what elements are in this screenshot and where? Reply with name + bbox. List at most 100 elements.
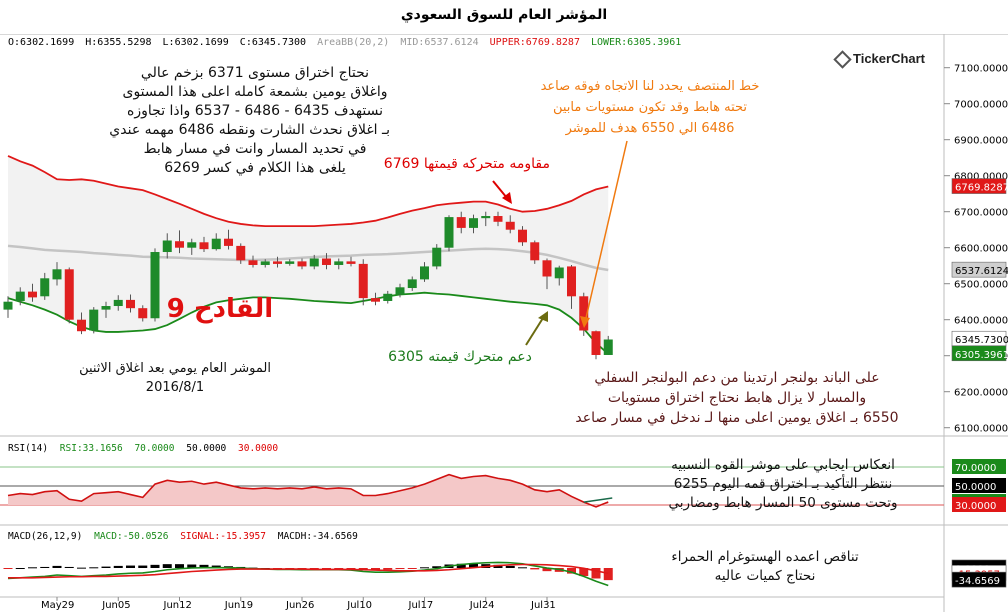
- rsi-badge-label: 30.0000: [955, 501, 996, 512]
- candle-body: [40, 278, 50, 297]
- candle-body: [591, 331, 601, 355]
- candle-body: [456, 217, 466, 228]
- candle-body: [407, 279, 417, 289]
- macd-histogram-bar: [469, 563, 478, 568]
- macd-histogram-bar: [334, 568, 344, 569]
- candle-body: [224, 238, 233, 246]
- annotation-bollinger: على الباند بولنجر ارتدينا من دعم البولنج…: [575, 370, 899, 426]
- candle-body: [260, 261, 270, 265]
- macd-histogram-bar: [89, 567, 99, 569]
- macd-histogram-bar: [493, 564, 503, 568]
- macd-histogram-bar: [567, 568, 576, 574]
- price-tick-label: 6900.0000: [954, 136, 1008, 147]
- lower-band-value: LOWER:6305.3961: [591, 37, 682, 48]
- macd-histogram-bar: [322, 568, 331, 569]
- macd-badge-label: -34.6569: [955, 576, 1000, 587]
- candle-body: [334, 261, 344, 265]
- price-badge: [951, 345, 1007, 362]
- mid-band-value: MID:6537.6124: [400, 37, 479, 48]
- candle-body: [150, 252, 160, 319]
- macd-histogram-bar: [52, 565, 62, 568]
- candle-body: [322, 258, 331, 265]
- annotation-midline: خط المنتصف يحدد لنا الاتجاه فوقه صاعد تح…: [540, 79, 760, 136]
- annotation-rsi: انعكاس ايجابي على موشر القوه النسبيه ننت…: [668, 457, 898, 511]
- price-badge-label: 6769.8287: [955, 183, 1008, 194]
- macd-histogram-bar: [187, 564, 197, 568]
- candle-body: [187, 242, 197, 248]
- price-tick-label: 6600.0000: [954, 244, 1008, 255]
- candle-body: [52, 269, 62, 280]
- macd-histogram-bar: [420, 567, 429, 569]
- macd-histogram-bar: [505, 565, 515, 568]
- tickerchart-logo: TickerChart: [833, 50, 925, 69]
- open-value: O:6302.1699: [8, 37, 75, 48]
- macd-histogram-bar: [530, 568, 540, 570]
- price-badge-label: 6345.7300: [955, 335, 1008, 346]
- midline-arrow-head: [580, 316, 590, 328]
- candle-body: [432, 247, 442, 267]
- candle-body: [273, 261, 282, 264]
- macd-histogram-bar: [383, 568, 393, 570]
- resistance-arrow: [492, 180, 508, 199]
- macd-histogram-bar: [138, 565, 148, 568]
- candle-body: [175, 241, 184, 248]
- macd-histogram-bar: [518, 567, 527, 569]
- candle-body: [126, 299, 135, 309]
- time-tick-label: Jul24: [469, 600, 495, 611]
- time-tick-label: Jun12: [163, 600, 192, 611]
- bollinger-upper-line: [7, 155, 609, 228]
- candle-body: [162, 240, 172, 253]
- macd-histogram-bar: [199, 564, 209, 568]
- time-tick-label: Jun05: [101, 600, 130, 611]
- bollinger-lower-line: [7, 291, 609, 355]
- macd-histogram-bar: [77, 567, 86, 569]
- macd-histogram-bar: [126, 565, 135, 568]
- macd-histogram-bar: [64, 566, 74, 568]
- candle-body: [64, 269, 74, 320]
- candle-body: [567, 266, 576, 297]
- support-arrow-head: [538, 311, 548, 322]
- macd-histogram-bar: [150, 564, 160, 568]
- annotation-resistance: مقاومه متحركه قيمتها 6769: [383, 156, 550, 172]
- candle-body: [211, 238, 221, 250]
- rsi-badge-label: 70.0000: [955, 463, 996, 474]
- macd-histogram-bar: [309, 568, 319, 569]
- chart-title: المؤشر العام للسوق السعودي: [400, 7, 608, 23]
- price-badge: [951, 261, 1007, 278]
- candle-body: [248, 260, 258, 265]
- macd-histogram-bar: [603, 568, 613, 581]
- macd-histogram-bar: [101, 566, 111, 568]
- time-tick-label: Jun26: [285, 600, 314, 611]
- price-tick-label: 6800.0000: [954, 172, 1008, 183]
- rsi-reversal-mark: [583, 497, 613, 503]
- macd-badge: [951, 571, 1007, 588]
- macd-histogram-bar: [407, 568, 417, 569]
- logo-icon: [833, 50, 852, 69]
- macd-histogram-bar: [395, 568, 405, 570]
- price-badge-label: 6537.6124: [955, 266, 1008, 277]
- price-tick-label: 6700.0000: [954, 208, 1008, 219]
- annotation-support: دعم متحرك قيمته 6305: [388, 349, 532, 365]
- candle-body: [346, 261, 356, 264]
- macd-histogram-bar: [3, 568, 13, 569]
- macd-signal-line: [8, 563, 609, 579]
- candle-body: [493, 216, 503, 222]
- rsi-badge: [952, 459, 1006, 474]
- low-value: L:6302.1699: [162, 37, 229, 48]
- candle-body: [113, 299, 123, 307]
- candle-body: [89, 309, 99, 331]
- resistance-arrow-head: [502, 192, 512, 204]
- macd-histogram-bar: [40, 566, 50, 568]
- candle-body: [138, 308, 148, 319]
- rsi-line: [7, 473, 609, 508]
- macd-histogram-bar: [113, 565, 123, 568]
- candle-body: [542, 260, 552, 277]
- price-tick-label: 7000.0000: [954, 100, 1008, 111]
- macd-histogram-bar: [542, 568, 552, 572]
- candle-body: [420, 266, 429, 280]
- annotation-macd: تناقص اعمده الهستوغرام الحمراء نحتاج كمي…: [671, 549, 859, 584]
- macd-line: [7, 561, 609, 587]
- candle-body: [3, 301, 13, 310]
- macd-histogram-bar: [162, 564, 172, 568]
